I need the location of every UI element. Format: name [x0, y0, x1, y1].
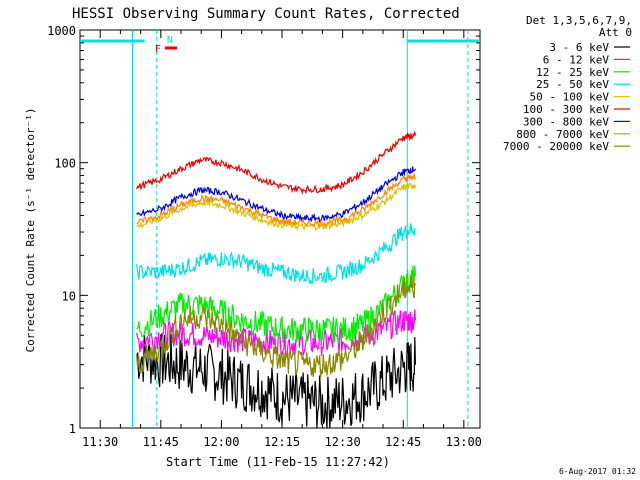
- legend-label: 100 - 300 keV: [523, 103, 609, 116]
- flare-label: F: [155, 44, 161, 55]
- series-line: [136, 173, 416, 228]
- series-line: [136, 182, 416, 232]
- x-axis-label: Start Time (11-Feb-15 11:27:42): [166, 455, 390, 469]
- x-tick-label: 12:45: [385, 435, 421, 449]
- legend-label: 800 - 7000 keV: [516, 128, 609, 141]
- n-marker-label: N: [167, 35, 173, 46]
- x-tick-label: 13:00: [446, 435, 482, 449]
- x-tick-label: 12:00: [203, 435, 239, 449]
- plot-frame: [79, 29, 481, 429]
- legend-label: 3 - 6 keV: [549, 41, 609, 54]
- y-tick-label: 1: [69, 422, 76, 436]
- legend-label: 12 - 25 keV: [536, 66, 609, 79]
- series-line: [136, 265, 416, 345]
- x-tick-label: 12:30: [325, 435, 361, 449]
- y-tick-label: 100: [54, 157, 76, 171]
- series-line: [136, 166, 416, 223]
- y-axis-label: Corrected Count Rate (s⁻¹ detector⁻¹): [24, 107, 37, 352]
- series-line: [136, 333, 416, 429]
- x-tick-label: 12:15: [264, 435, 300, 449]
- series-line: [136, 223, 416, 284]
- timestamp: 6-Aug-2017 01:32: [559, 467, 636, 476]
- y-tick-label: 10: [62, 289, 76, 303]
- chart-title: HESSI Observing Summary Count Rates, Cor…: [72, 6, 460, 22]
- legend-header-line: Det 1,3,5,6,7,9,: [526, 14, 632, 27]
- legend-label: 6 - 12 keV: [543, 53, 610, 66]
- legend-header-line: Att 0: [599, 26, 632, 39]
- legend-label: 25 - 50 keV: [536, 78, 609, 91]
- legend-label: 300 - 800 keV: [523, 115, 609, 128]
- series-line: [136, 130, 416, 195]
- x-tick-label: 11:45: [143, 435, 179, 449]
- y-tick-label: 1000: [47, 24, 76, 38]
- legend-label: 7000 - 20000 keV: [503, 140, 609, 153]
- series-line: [136, 274, 416, 378]
- legend-label: 50 - 100 keV: [530, 91, 610, 104]
- x-tick-label: 11:30: [82, 435, 118, 449]
